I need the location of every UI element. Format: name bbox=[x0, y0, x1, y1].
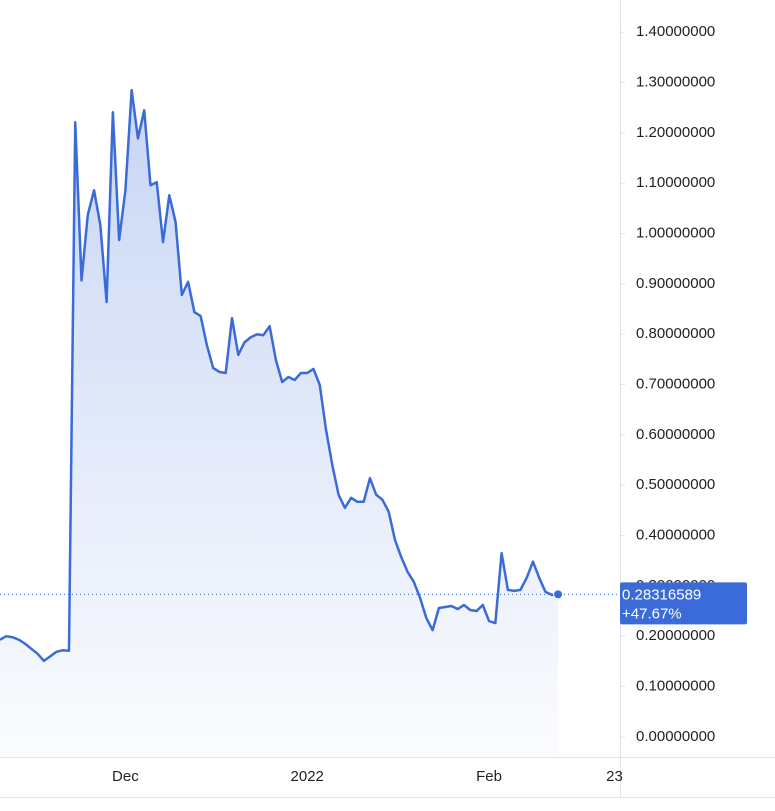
x-tick-label: 2022 bbox=[291, 768, 324, 785]
last-price-label: 0.28316589 bbox=[622, 586, 701, 603]
x-tick-label: Feb bbox=[476, 768, 502, 785]
y-tick-label: 0.80000000 bbox=[636, 325, 715, 342]
y-tick-label: 0.70000000 bbox=[636, 376, 715, 393]
x-tick-label: 23 bbox=[606, 768, 623, 785]
plot-area bbox=[0, 88, 559, 758]
last-point bbox=[553, 589, 564, 600]
y-tick-label: 0.10000000 bbox=[636, 678, 715, 695]
change-label: +47.67% bbox=[622, 605, 682, 622]
price-line bbox=[0, 88, 559, 663]
y-tick-label: 1.40000000 bbox=[636, 23, 715, 40]
y-tick-label: 0.50000000 bbox=[636, 476, 715, 493]
y-tick-label: 0.40000000 bbox=[636, 527, 715, 544]
x-tick-label: Dec bbox=[112, 768, 139, 785]
y-tick-label: 0.90000000 bbox=[636, 275, 715, 292]
y-tick-label: 1.30000000 bbox=[636, 74, 715, 91]
price-label-box bbox=[620, 582, 747, 625]
y-tick-label: 1.10000000 bbox=[636, 174, 715, 191]
y-axis: 0.000000000.100000000.200000000.30000000… bbox=[620, 23, 715, 745]
y-tick-label: 0.00000000 bbox=[636, 728, 715, 745]
y-tick-label: 0.20000000 bbox=[636, 627, 715, 644]
y-tick-label: 1.00000000 bbox=[636, 225, 715, 242]
area-fill bbox=[0, 90, 559, 758]
y-tick-label: 1.20000000 bbox=[636, 124, 715, 141]
y-tick-label: 0.60000000 bbox=[636, 426, 715, 443]
